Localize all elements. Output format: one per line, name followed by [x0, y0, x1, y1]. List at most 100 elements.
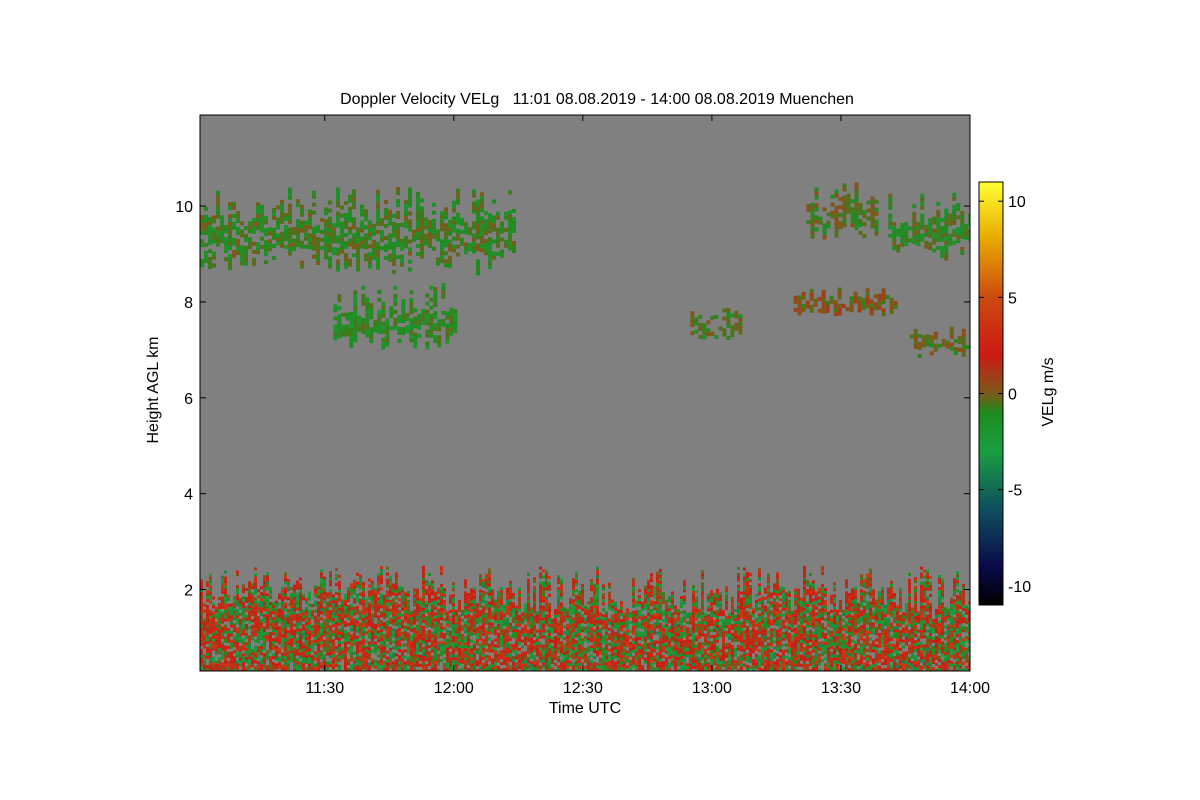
- echo-cell: [443, 627, 446, 631]
- echo-cell: [602, 665, 605, 669]
- echo-cell: [278, 620, 281, 624]
- echo-cell: [288, 231, 292, 236]
- echo-cell: [381, 309, 386, 314]
- echo-cell: [542, 626, 545, 630]
- echo-cell: [380, 575, 383, 579]
- echo-cell: [509, 586, 512, 590]
- echo-cell: [236, 570, 239, 574]
- echo-cell: [453, 321, 458, 326]
- echo-cell: [452, 582, 455, 586]
- echo-cell: [425, 345, 430, 350]
- echo-cell: [287, 669, 290, 671]
- echo-cell: [404, 595, 407, 599]
- echo-cell: [472, 221, 476, 226]
- echo-cell: [449, 323, 454, 328]
- echo-cell: [484, 223, 488, 228]
- echo-cell: [396, 231, 400, 236]
- echo-cell: [476, 227, 480, 232]
- echo-cell: [371, 583, 374, 587]
- echo-cell: [518, 608, 521, 612]
- echo-cell: [485, 642, 488, 646]
- echo-cell: [834, 229, 839, 234]
- echo-cell: [491, 601, 494, 605]
- echo-cell: [866, 216, 871, 221]
- echo-cell: [215, 648, 218, 652]
- echo-cell: [278, 656, 281, 660]
- echo-cell: [248, 602, 251, 606]
- echo-cell: [368, 647, 371, 651]
- echo-cell: [374, 605, 377, 609]
- echo-cell: [212, 635, 215, 639]
- echo-cell: [470, 630, 473, 634]
- echo-cell: [440, 644, 443, 648]
- echo-cell: [200, 600, 203, 604]
- echo-cell: [245, 609, 248, 613]
- echo-cell: [254, 657, 257, 661]
- echo-cell: [260, 236, 264, 241]
- echo-cell: [242, 629, 245, 633]
- echo-cell: [425, 622, 428, 626]
- echo-cell: [626, 632, 629, 636]
- echo-cell: [302, 636, 305, 640]
- echo-cell: [401, 595, 404, 599]
- echo-cell: [900, 242, 905, 247]
- echo-cell: [512, 224, 516, 229]
- echo-cell: [830, 202, 835, 207]
- echo-cell: [632, 589, 635, 593]
- echo-cell: [257, 649, 260, 653]
- echo-cell: [281, 634, 284, 638]
- echo-cell: [365, 329, 370, 334]
- echo-cell: [284, 659, 287, 663]
- echo-cell: [509, 637, 512, 641]
- echo-cell: [329, 643, 332, 647]
- echo-cell: [596, 614, 599, 618]
- echo-cell: [434, 621, 437, 625]
- echo-cell: [641, 626, 644, 630]
- echo-cell: [530, 625, 533, 629]
- echo-cell: [479, 646, 482, 650]
- echo-cell: [362, 639, 365, 643]
- echo-cell: [825, 308, 830, 313]
- echo-cell: [233, 611, 236, 615]
- echo-cell: [248, 647, 251, 651]
- echo-cell: [492, 199, 496, 204]
- echo-cell: [413, 612, 416, 616]
- echo-cell: [635, 618, 638, 622]
- echo-cell: [530, 634, 533, 638]
- echo-cell: [904, 238, 909, 243]
- echo-cell: [584, 647, 587, 651]
- echo-cell: [431, 646, 434, 650]
- echo-cell: [632, 637, 635, 641]
- echo-cell: [629, 650, 632, 654]
- echo-cell: [248, 659, 251, 663]
- echo-cell: [341, 629, 344, 633]
- echo-cell: [551, 618, 554, 622]
- echo-cell: [326, 643, 329, 647]
- echo-cell: [470, 591, 473, 595]
- echo-cell: [837, 303, 842, 308]
- echo-cell: [557, 608, 560, 612]
- echo-cell: [500, 656, 503, 660]
- echo-cell: [407, 611, 410, 615]
- echo-cell: [530, 622, 533, 626]
- echo-cell: [218, 621, 221, 625]
- echo-cell: [401, 658, 404, 662]
- echo-cell: [208, 229, 212, 234]
- echo-cell: [353, 627, 356, 631]
- echo-cell: [203, 642, 206, 646]
- echo-cell: [288, 195, 292, 200]
- echo-cell: [357, 319, 362, 324]
- echo-cell: [287, 597, 290, 601]
- echo-cell: [889, 301, 894, 306]
- echo-cell: [320, 245, 324, 250]
- echo-cell: [242, 659, 245, 663]
- echo-cell: [248, 656, 251, 660]
- echo-cell: [232, 225, 236, 230]
- echo-cell: [479, 658, 482, 662]
- echo-cell: [722, 328, 727, 333]
- echo-cell: [404, 655, 407, 659]
- echo-cell: [464, 603, 467, 607]
- echo-cell: [960, 214, 965, 219]
- echo-cell: [472, 189, 476, 194]
- echo-cell: [521, 657, 524, 661]
